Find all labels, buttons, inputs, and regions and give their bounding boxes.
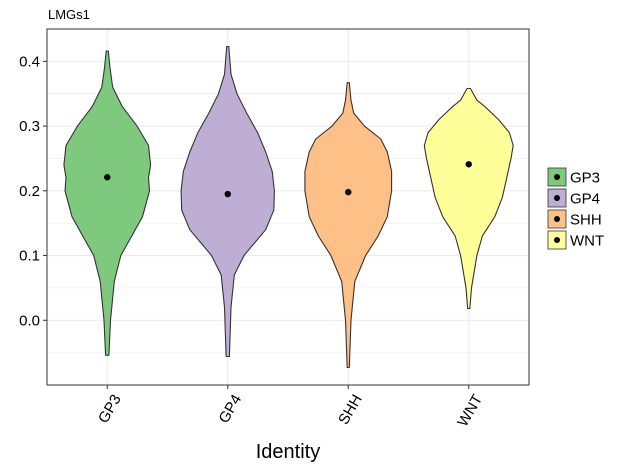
x-tick-label: GP4	[215, 392, 245, 426]
y-tick-label: 0.2	[19, 183, 40, 200]
y-tick-label: 0.3	[19, 118, 40, 135]
legend-label-gp4: GP4	[570, 191, 600, 208]
legend-label-shh: SHH	[570, 212, 602, 229]
y-axis: 0.0 0.1 0.2 0.3 0.4	[19, 53, 47, 329]
violin-wnt	[423, 87, 514, 310]
median-point-shh	[345, 188, 352, 196]
legend-label-gp3: GP3	[570, 170, 600, 187]
legend-key-dot	[554, 174, 560, 180]
violin-gp3	[63, 50, 152, 356]
x-axis: GP3 GP4 SHH WNT	[95, 385, 486, 430]
violin-shh	[304, 82, 393, 369]
y-tick-label: 0.4	[19, 53, 40, 70]
legend-key-dot	[554, 195, 560, 201]
legend-key-dot	[554, 237, 560, 243]
y-tick-label: 0.1	[19, 248, 40, 265]
y-tick-label: 0.0	[19, 312, 40, 329]
chart-title: LMGs1	[48, 7, 90, 22]
x-axis-title: Identity	[256, 441, 320, 463]
legend-label-wnt: WNT	[570, 233, 604, 250]
median-point-gp3	[104, 174, 111, 181]
x-tick-label: SHH	[335, 392, 366, 428]
legend-key-dot	[554, 216, 560, 222]
x-tick-label: WNT	[454, 392, 486, 430]
median-point-wnt	[465, 161, 472, 168]
legend: GP3 GP4 SHH WNT	[547, 167, 604, 250]
violins	[63, 45, 514, 369]
x-tick-label: GP3	[95, 392, 125, 426]
violin-gp4	[180, 45, 275, 358]
plot-border	[46, 28, 530, 386]
median-point-gp4	[224, 190, 231, 198]
